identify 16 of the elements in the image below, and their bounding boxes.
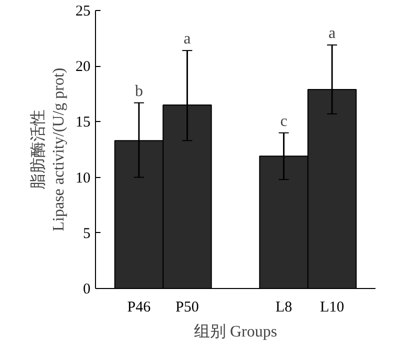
x-tick-label: P50 — [176, 300, 199, 316]
y-tick-label: 5 — [83, 226, 90, 242]
x-tick-label: L8 — [275, 300, 292, 316]
annotation: b — [134, 82, 143, 100]
y-tick-label: 20 — [76, 59, 90, 76]
annotation: a — [184, 30, 191, 48]
x-tick-label: P46 — [127, 300, 152, 316]
y-tick-label: 25 — [76, 4, 90, 20]
y-tick-label: 0 — [83, 282, 90, 298]
y-axis-title: 脂肪酶活性 Lipase activity/(U/g prot) — [29, 68, 68, 232]
y-tick-label: 15 — [76, 114, 90, 131]
annotation: a — [328, 24, 336, 42]
y-tick-label: 10 — [76, 170, 90, 186]
x-axis-title: 组别 Groups — [194, 324, 278, 340]
x-tick-label: L10 — [320, 300, 344, 316]
annotation: c — [280, 112, 288, 130]
